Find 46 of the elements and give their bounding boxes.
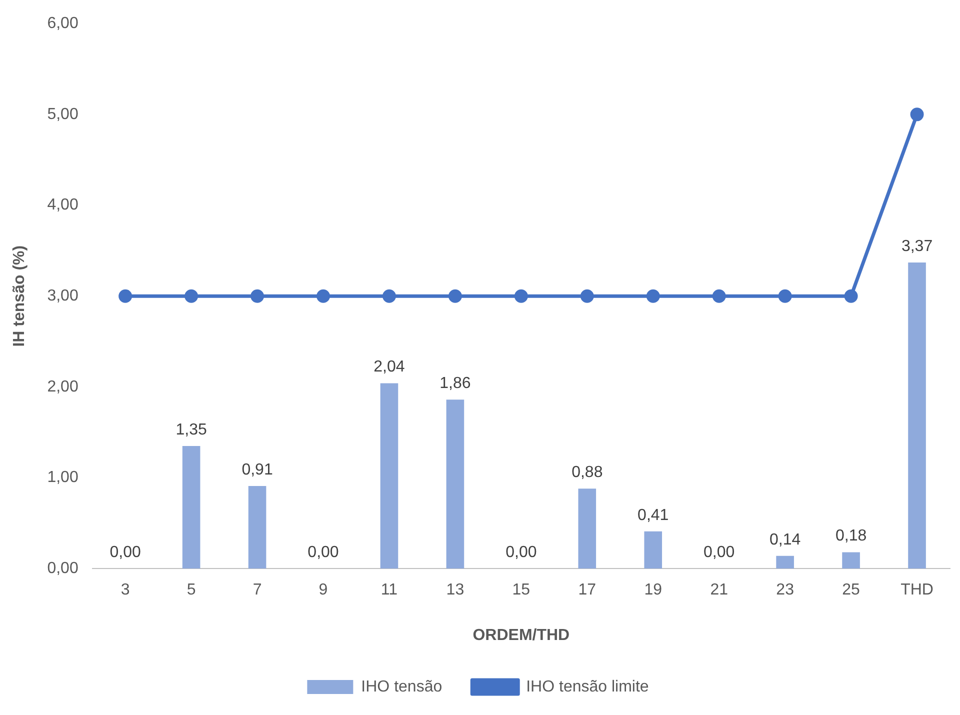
- data-label: 0,88: [572, 464, 603, 482]
- data-label: 0,41: [638, 506, 669, 524]
- y-tick-label: 3,00: [47, 288, 78, 305]
- bar: [248, 486, 266, 569]
- y-axis-title: IH tensão (%): [11, 245, 28, 347]
- data-label: 1,86: [440, 375, 471, 392]
- x-tick-label: 13: [446, 582, 464, 599]
- data-label: 1,35: [176, 421, 207, 438]
- y-tick-label: 1,00: [47, 469, 78, 486]
- bar: [446, 400, 464, 569]
- x-tick-label: 5: [186, 582, 196, 599]
- x-tick-label: 25: [842, 582, 860, 599]
- bar: [380, 383, 398, 569]
- x-tick-label: 9: [318, 582, 328, 599]
- data-label: 0,18: [835, 528, 867, 545]
- y-tick-label: 4,00: [47, 196, 78, 214]
- bar: [578, 488, 596, 569]
- y-tick-label: 0,00: [47, 560, 78, 578]
- bar: [776, 556, 794, 569]
- data-label: 0,00: [506, 544, 537, 562]
- legend-label: IHO tensão limite: [526, 678, 649, 696]
- x-tick-label: THD: [900, 582, 934, 599]
- data-label: 0,00: [308, 544, 339, 562]
- bar: [644, 531, 662, 569]
- y-tick-label: 6,00: [47, 15, 78, 32]
- x-tick-label: 15: [512, 582, 530, 599]
- bar: [182, 446, 200, 569]
- x-tick-label: 17: [578, 582, 596, 599]
- data-label: 0,00: [110, 544, 141, 562]
- x-axis-title: ORDEM/THD: [472, 626, 570, 644]
- x-tick-label: 7: [252, 582, 262, 599]
- y-tick-label: 2,00: [47, 378, 78, 396]
- data-label: 3,37: [901, 238, 933, 255]
- data-label: 2,04: [374, 358, 405, 376]
- legend-label: IHO tensão: [361, 678, 442, 696]
- x-tick-label: 23: [776, 582, 794, 599]
- x-tick-label: 3: [120, 582, 130, 599]
- data-label: 0,91: [242, 461, 273, 478]
- data-label: 0,14: [769, 531, 801, 548]
- data-label: 0,00: [704, 544, 735, 562]
- x-tick-label: 21: [710, 582, 728, 599]
- x-tick-label: 11: [380, 582, 398, 599]
- bar: [842, 552, 860, 569]
- y-tick-label: 5,00: [47, 106, 78, 123]
- bar: [908, 262, 926, 569]
- x-tick-label: 19: [644, 582, 662, 599]
